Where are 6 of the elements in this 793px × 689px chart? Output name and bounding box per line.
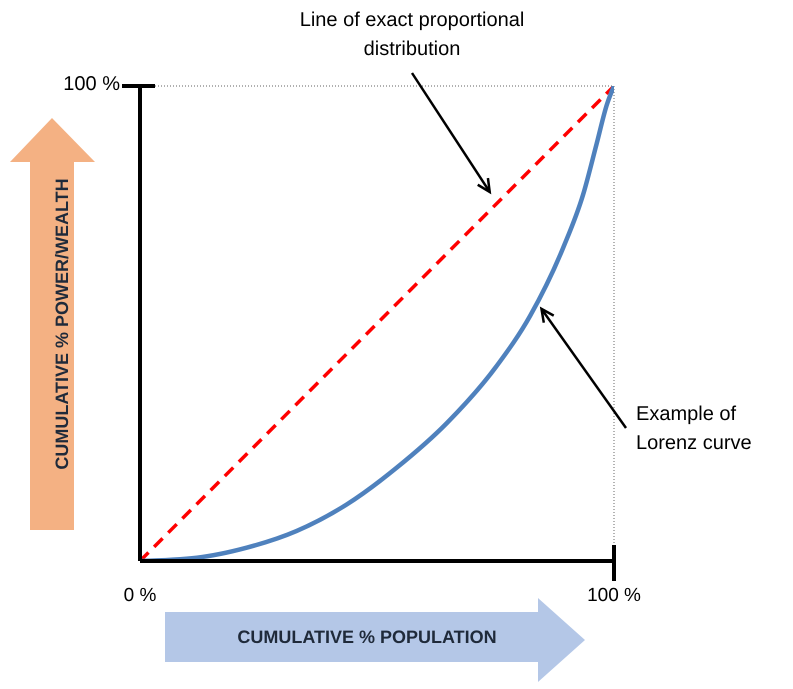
y-axis-title: CUMULATIVE % POWER/WEALTH	[52, 178, 72, 470]
x-tick-label: 0 %	[124, 585, 156, 606]
text: Line of exact proportional distribution	[298, 8, 526, 62]
text: Example of Lorenz curve	[636, 402, 753, 456]
x-axis-title: CUMULATIVE % POPULATION	[237, 627, 497, 647]
text: 100 %	[62, 72, 120, 97]
